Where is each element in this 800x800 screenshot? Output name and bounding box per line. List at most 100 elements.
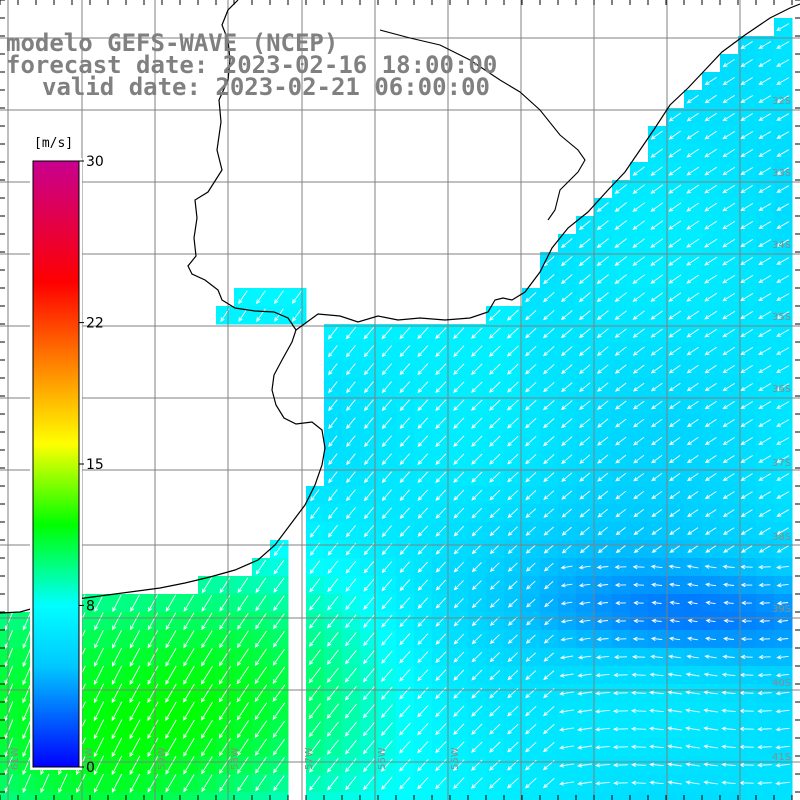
wind-vector	[507, 598, 518, 608]
wind-vector	[435, 525, 447, 537]
wind-vector	[453, 723, 465, 736]
wind-vector	[435, 759, 447, 772]
wind-vector	[417, 740, 429, 754]
wind-vector	[740, 455, 753, 464]
wind-vector	[183, 756, 195, 775]
speed-cell	[198, 792, 217, 800]
wind-vector	[94, 647, 104, 667]
wind-vector	[596, 220, 609, 231]
wind-vector	[201, 648, 213, 667]
wind-vector	[579, 526, 590, 536]
wind-vector	[435, 543, 446, 555]
wind-vector	[650, 418, 663, 428]
wind-vector	[614, 256, 627, 267]
speed-cell	[468, 792, 487, 800]
wind-vector	[740, 437, 753, 446]
wind-vector	[686, 419, 699, 428]
wind-vector	[507, 435, 519, 447]
wind-vector	[578, 310, 591, 321]
wind-vector	[543, 274, 555, 285]
wind-vector	[525, 310, 537, 321]
wind-vector	[705, 618, 716, 623]
wind-vector	[632, 364, 645, 374]
wind-vector	[22, 683, 32, 704]
wind-vector	[435, 651, 447, 663]
longitude-label: 55W	[450, 747, 461, 770]
wind-vector	[560, 328, 573, 339]
wind-vector	[381, 399, 392, 412]
wind-vector	[740, 149, 754, 158]
wind-vector	[577, 691, 592, 696]
wind-vector	[776, 41, 790, 49]
wind-vector	[561, 436, 573, 447]
wind-vector	[362, 686, 375, 701]
speed-cell	[0, 792, 19, 800]
wind-vector	[111, 737, 123, 758]
latitude-label: 36S	[772, 384, 791, 395]
wind-vector	[704, 654, 717, 659]
wind-vector	[346, 381, 356, 394]
wind-vector	[704, 455, 717, 464]
wind-vector	[686, 364, 699, 374]
wind-vector	[579, 364, 591, 374]
wind-vector	[758, 59, 772, 68]
wind-vector	[543, 508, 555, 518]
wind-vector	[328, 381, 338, 394]
wind-vector	[525, 562, 536, 572]
wind-vector	[326, 631, 339, 647]
wind-vector	[614, 382, 627, 392]
wind-vector	[453, 345, 465, 358]
speed-cell	[396, 792, 415, 800]
wind-vector	[687, 618, 698, 623]
wind-vector	[543, 454, 555, 465]
wind-vector	[650, 220, 664, 230]
wind-vector	[489, 705, 501, 717]
wind-vector	[597, 382, 609, 392]
wind-vector	[560, 619, 573, 624]
speed-cell	[234, 792, 253, 800]
wind-vector	[595, 763, 610, 768]
wind-vector	[579, 490, 591, 500]
wind-vector	[686, 455, 699, 464]
wind-vector	[380, 722, 393, 736]
wind-vector	[236, 720, 249, 739]
wind-vector	[363, 489, 374, 502]
wind-vector	[704, 112, 717, 122]
wind-vector	[560, 346, 573, 357]
wind-vector	[668, 310, 682, 320]
wind-vector	[218, 684, 231, 703]
wind-vector	[435, 723, 447, 736]
wind-vector	[93, 683, 105, 704]
wind-vector	[705, 545, 717, 553]
wind-vector	[471, 507, 483, 519]
wind-vector	[344, 721, 357, 737]
wind-vector	[417, 363, 429, 376]
wind-vector	[615, 600, 626, 606]
wind-vector	[740, 167, 754, 176]
wind-vector	[327, 776, 339, 791]
wind-vector	[362, 668, 375, 683]
wind-vector	[130, 594, 140, 612]
wind-vector	[417, 489, 429, 501]
wind-vector	[686, 202, 700, 212]
wind-vector	[687, 491, 699, 500]
wind-vector	[650, 382, 663, 392]
wind-vector	[130, 612, 140, 631]
wind-vector	[543, 562, 554, 572]
wind-vector	[272, 666, 286, 684]
wind-vector	[632, 310, 645, 320]
wind-vector	[722, 131, 736, 140]
wind-vector	[668, 346, 681, 356]
wind-vector	[507, 723, 519, 735]
wind-vector	[668, 292, 682, 302]
wind-vector	[615, 545, 626, 554]
latitude-label: 38S	[772, 532, 791, 543]
wind-vector	[308, 703, 322, 720]
wind-vector	[758, 582, 771, 588]
wind-vector	[543, 526, 554, 536]
wind-vector	[200, 701, 213, 721]
wind-vector	[417, 525, 429, 537]
wind-vector	[669, 600, 680, 605]
wind-vector	[525, 345, 537, 357]
wind-vector	[417, 722, 429, 736]
